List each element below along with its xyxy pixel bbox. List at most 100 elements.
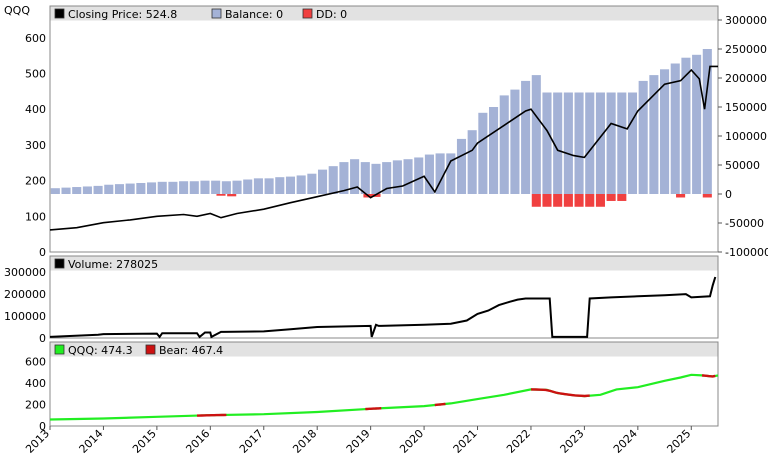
balance-bar [467,130,477,194]
balance-bar [542,92,552,194]
balance-bar [510,89,520,194]
x-axis-ticks: 2013 2014 2015 2016 2017 2018 2019 2020 2021 2022… [23,426,693,456]
x-tick-label: 2022 [504,427,533,456]
drawdown-bar [595,194,605,207]
drawdown-bar [617,194,627,201]
balance-bar [296,175,306,194]
legends: Closing Price: 524.8 Balance: 0 DD: 0 Volum… [54,8,347,357]
balance-bar [82,186,92,194]
ticker-label: QQQ [4,4,30,17]
balance-bar [489,107,499,194]
balance-bar [253,178,263,194]
balance-bar [157,181,167,194]
balance-bar [403,159,413,194]
balance-bar [595,92,605,194]
balance-bar [435,153,445,194]
bear-segment [701,374,716,378]
x-tick-label: 2025 [664,427,693,456]
x-tick-label: 2018 [290,427,319,456]
balance-bar [200,180,210,194]
balance-bar [521,80,531,194]
x-tick-label: 2019 [344,427,373,456]
balance-bar [531,75,541,194]
balance-bar [114,184,125,194]
left-axis-tick-label: 0 [39,420,46,433]
legend-label: QQQ: 474.3 [68,344,133,357]
balance-bar [307,173,317,194]
right-axis-tick-label: 200000 [725,72,767,85]
balance-bar [585,92,595,194]
drawdown-bar [585,194,595,207]
balance-bar [456,138,467,194]
legend-swatch [145,344,156,355]
balance-bar [318,169,328,194]
volume-panel [49,276,717,339]
left-axis-tick-label: 200 [25,398,46,411]
balance-bar [50,188,60,194]
bear-segment [434,402,446,407]
balance-bar [499,95,509,194]
balance-bar [328,166,338,194]
x-tick-label: 2017 [237,427,266,456]
balance-bar [339,162,349,194]
balance-bar [563,92,573,194]
right-axis-tick-label: 250000 [725,43,767,56]
volume-line [49,276,717,339]
balance-bar [243,179,253,194]
balance-bar [606,92,616,194]
right-axis-tick-label: 50000 [725,159,760,172]
drawdown-bar [702,194,712,198]
drawdown-bar [216,194,226,196]
left-axis-tick-label: 600 [25,355,46,368]
balance-bar [617,92,627,194]
axes: 0 100 200 300 400 500 600 -100000 -50000 0 50000 10… [4,5,768,433]
balance-bar [649,75,659,194]
legend-label: Closing Price: 524.8 [68,8,177,21]
drawdown-bar [553,194,563,207]
x-tick-label: 2023 [558,427,587,456]
left-axis-tick-label: 0 [39,332,46,345]
balance-bar [692,54,702,194]
balance-bar [392,160,402,194]
balance-bar [275,177,285,194]
left-axis-tick-label: 300 [25,139,46,152]
right-axis-tick-label: 150000 [725,101,767,114]
legend-swatch [54,258,65,269]
x-tick-label: 2021 [451,427,480,456]
x-tick-label: 2016 [183,427,212,456]
balance-bar [93,185,103,194]
balance-bar [660,69,670,194]
left-axis-tick-label: 200 [25,175,46,188]
balance-bar [179,181,189,194]
balance-bar [478,112,488,194]
left-axis-tick-label: 200000 [4,288,46,301]
right-axis-tick-label: -100000 [725,246,768,259]
left-axis-tick-label: 100 [25,210,46,223]
drawdown-bar [606,194,616,201]
balance-bar [146,182,157,194]
closing-price-line [49,65,718,231]
left-axis-tick-label: 600 [25,32,46,45]
balance-bar [702,49,712,194]
balance-bar [221,181,231,194]
legend-label: Bear: 467.4 [159,344,223,357]
x-tick-label: 2024 [611,427,640,456]
balance-bar [681,57,691,195]
drawdown-bar [676,194,686,198]
x-tick-label: 2015 [130,427,159,456]
right-axis-tick-label: 300000 [725,14,767,27]
legend-swatch [54,344,65,355]
left-axis-tick-label: 400 [25,377,46,390]
balance-bar [285,176,296,194]
right-axis-tick-label: -50000 [725,217,764,230]
drawdown-bar [563,194,573,207]
balance-bar [104,184,114,194]
legend-label: Balance: 0 [225,8,283,21]
bear-segment [197,413,227,417]
balance-bar [72,187,82,194]
legend-bar [50,256,718,271]
balance-bar [168,181,178,194]
legend-label: DD: 0 [316,8,347,21]
bear-segment [530,388,590,398]
